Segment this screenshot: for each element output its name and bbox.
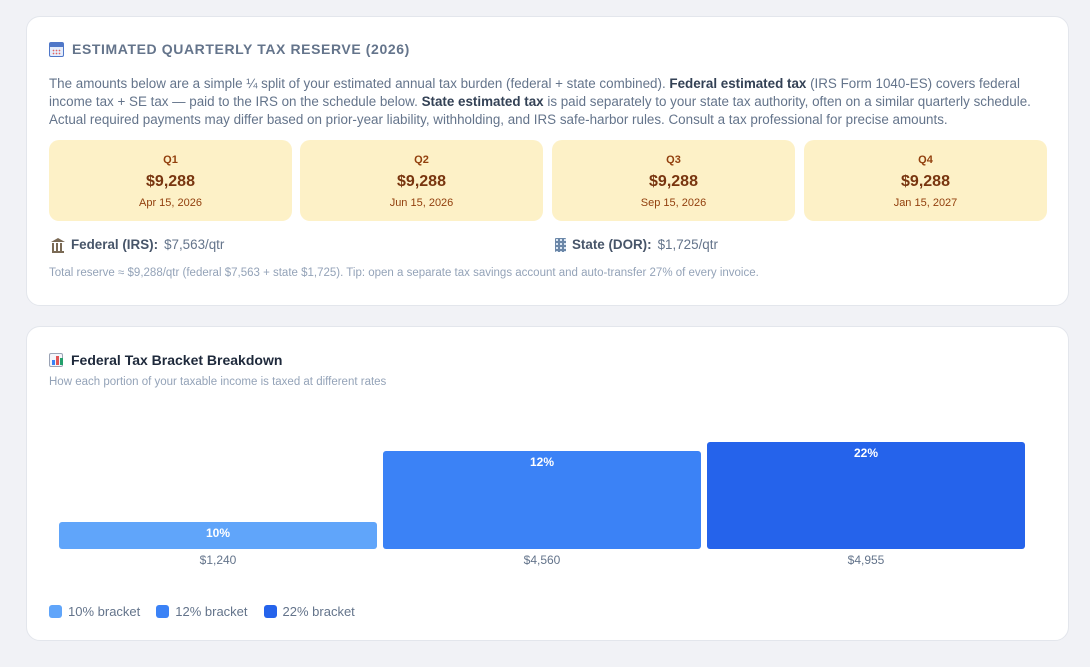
quarter-card-q1: Q1 $9,288 Apr 15, 2026	[49, 140, 292, 221]
legend-swatch	[49, 605, 62, 618]
quarter-amount: $9,288	[397, 173, 446, 190]
bracket-breakdown-card: Federal Tax Bracket Breakdown How each p…	[26, 326, 1069, 641]
bracket-title: Federal Tax Bracket Breakdown	[49, 352, 282, 368]
federal-value: $7,563/qtr	[164, 237, 225, 252]
bar-value-label: $1,240	[199, 553, 237, 567]
description-part-1: The amounts below are a simple ¼ split o…	[49, 76, 670, 91]
reserve-title-text: ESTIMATED QUARTERLY TAX RESERVE (2026)	[72, 41, 410, 57]
quarter-label: Q3	[666, 154, 681, 166]
state-label: State (DOR):	[572, 237, 652, 252]
bracket-bar-10: 10%	[59, 522, 377, 549]
quarter-list: Q1 $9,288 Apr 15, 2026 Q2 $9,288 Jun 15,…	[49, 140, 1047, 221]
quarter-card-q4: Q4 $9,288 Jan 15, 2027	[804, 140, 1047, 221]
quarterly-reserve-card: ESTIMATED QUARTERLY TAX RESERVE (2026) T…	[26, 16, 1069, 306]
legend-swatch	[156, 605, 170, 618]
quarter-amount: $9,288	[649, 173, 698, 190]
state-term: State estimated tax	[421, 94, 544, 109]
quarter-label: Q1	[163, 154, 178, 166]
description-part-2: (IRS Form 1040-ES) covers federal income…	[49, 76, 1020, 109]
legend-label: 12% bracket	[175, 604, 248, 619]
quarter-label: Q2	[414, 154, 429, 166]
description-part-3: is paid separately to your state tax aut…	[49, 94, 1031, 127]
legend-item-22: 22% bracket	[263, 604, 355, 619]
bar-value-label: $4,955	[847, 553, 885, 567]
bracket-bar-chart: 10% $1,240 12% $4,560 22% $4,955	[27, 327, 1070, 642]
bracket-subtitle: How each portion of your taxable income …	[49, 376, 387, 388]
reserve-title: ESTIMATED QUARTERLY TAX RESERVE (2026)	[49, 41, 410, 57]
federal-term: Federal estimated tax	[669, 76, 807, 91]
quarter-card-q3: Q3 $9,288 Sep 15, 2026	[552, 140, 795, 221]
legend-item-12: 12% bracket	[156, 604, 248, 619]
reserve-description: The amounts below are a simple ¼ split o…	[49, 75, 1049, 129]
reserve-footnote: Total reserve ≈ $9,288/qtr (federal $7,5…	[49, 267, 759, 279]
bar-value-label: $4,560	[523, 553, 561, 567]
state-split: State (DOR): $1,725/qtr	[555, 237, 718, 252]
quarter-due-date: Sep 15, 2026	[640, 197, 707, 209]
bar-rate-label: 12%	[529, 455, 555, 469]
quarter-due-date: Apr 15, 2026	[139, 197, 202, 209]
legend-item-10: 10% bracket	[49, 604, 140, 619]
bracket-bar-22: 22%	[707, 442, 1025, 549]
state-value: $1,725/qtr	[657, 237, 718, 252]
calendar-icon	[49, 41, 64, 57]
quarter-due-date: Jan 15, 2027	[893, 197, 958, 209]
office-building-icon	[555, 237, 566, 252]
quarter-label: Q4	[918, 154, 933, 166]
quarter-amount: $9,288	[901, 173, 950, 190]
federal-label: Federal (IRS):	[71, 237, 159, 252]
bar-rate-label: 22%	[853, 446, 879, 460]
bar-rate-label: 10%	[205, 526, 231, 540]
bank-icon	[51, 238, 65, 253]
chart-legend: 10% bracket 12% bracket 22% bracket	[49, 604, 355, 619]
legend-label: 22% bracket	[282, 604, 355, 619]
quarter-amount: $9,288	[146, 173, 195, 190]
bracket-bar-12: 12%	[383, 451, 701, 549]
quarter-due-date: Jun 15, 2026	[389, 197, 454, 209]
federal-split: Federal (IRS): $7,563/qtr	[51, 237, 225, 253]
bar-chart-icon	[49, 353, 63, 367]
quarter-card-q2: Q2 $9,288 Jun 15, 2026	[300, 140, 543, 221]
bracket-title-text: Federal Tax Bracket Breakdown	[71, 352, 283, 368]
legend-label: 10% bracket	[68, 604, 141, 619]
legend-swatch	[263, 605, 277, 618]
